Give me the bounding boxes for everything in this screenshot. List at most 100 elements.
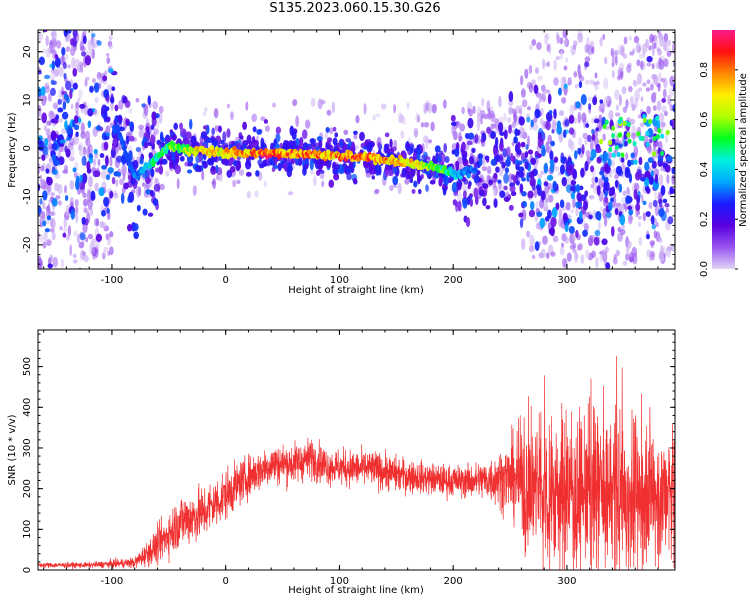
colorbar-gradient (712, 30, 735, 269)
spectrogram-cell (69, 145, 75, 158)
spectrogram-cell (411, 188, 416, 194)
spectrogram-x-tick-label: -100 (101, 275, 124, 286)
spectrogram-cell (628, 85, 633, 93)
spectrogram-cell (80, 107, 84, 114)
spectrogram-cell (427, 102, 433, 114)
spectrogram-cell (529, 234, 535, 247)
spectrogram-cell (640, 96, 644, 102)
spectrogram-cell (62, 232, 67, 238)
spectrogram-cell (91, 246, 98, 257)
spectrogram-cell (254, 190, 259, 198)
spectrogram-cell (201, 170, 205, 181)
spectrogram-cell (594, 72, 598, 79)
spectrogram-cell (44, 138, 49, 147)
snr-x-tick-label: -100 (101, 576, 124, 587)
spectrogram-cell (504, 167, 509, 174)
spectrogram-cell (242, 121, 247, 130)
spectrogram-cell (73, 124, 80, 131)
spectrogram-cell (444, 155, 450, 164)
spectrogram-cell (51, 154, 56, 162)
spectrogram-cell (528, 171, 535, 179)
spectrogram-cell (44, 74, 51, 80)
spectrogram-cell (530, 157, 536, 166)
spectrogram-cell (508, 91, 514, 102)
spectrogram-cell (658, 199, 663, 208)
spectrogram-cell (513, 136, 518, 144)
spectrogram-cell (587, 44, 593, 56)
spectrogram-cell (540, 190, 546, 201)
spectrogram-cell (324, 131, 329, 140)
spectrogram-cell (489, 110, 495, 119)
spectrogram-cell (627, 159, 632, 167)
snr-y-tick-label: 100 (22, 520, 33, 539)
spectrogram-cell (467, 183, 471, 190)
spectrogram-cell (562, 212, 568, 222)
spectrogram-cell (568, 114, 575, 124)
spectrogram-cell (38, 91, 42, 97)
spectrogram-cell (57, 200, 62, 206)
spectrogram-cell (112, 138, 118, 148)
spectrogram-cell (599, 193, 603, 199)
spectrogram-cell (597, 221, 601, 231)
spectrogram-cell (594, 229, 601, 237)
spectrogram-cell (555, 31, 559, 42)
spectrogram-cell (283, 157, 288, 162)
spectrogram-cell (564, 83, 568, 90)
spectrogram-cell (499, 131, 506, 136)
spectrogram-cell (671, 167, 675, 175)
spectrogram-cell (572, 196, 576, 209)
spectrogram-cell (42, 220, 47, 227)
spectrogram-cell (623, 36, 628, 45)
spectrogram-cell (179, 155, 185, 162)
spectrogram-cell (635, 203, 641, 212)
spectrogram-cell (552, 235, 559, 243)
spectrogram-ridge-cell (159, 151, 165, 157)
spectrogram-cell (466, 196, 471, 205)
spectrogram-cell (189, 118, 193, 130)
spectrogram-cell (637, 210, 641, 216)
spectrogram-x-tick-label: 200 (444, 275, 463, 286)
spectrogram-cell (359, 131, 365, 141)
spectrogram-cell (508, 124, 512, 134)
spectrogram-cell (336, 142, 340, 148)
spectrogram-cell (101, 251, 107, 260)
spectrogram-cell (150, 124, 155, 130)
spectrogram-cell (559, 50, 564, 60)
spectrogram-cell (584, 56, 591, 63)
spectrogram-cell (599, 99, 604, 104)
spectrogram-cell (494, 136, 499, 147)
spectrogram-cell (483, 113, 489, 120)
spectrogram-cell (142, 208, 148, 216)
spectrogram-cell (551, 129, 555, 134)
spectrogram-cell (158, 112, 163, 124)
spectrogram-cell (528, 64, 533, 75)
snr-plot-area (38, 330, 675, 570)
spectrogram-cell (617, 231, 621, 242)
snr-series-line (38, 355, 675, 570)
spectrogram-cell (63, 217, 67, 229)
spectrogram-cell (669, 104, 674, 112)
spectrogram-cell (546, 174, 554, 181)
spectrogram-cell (387, 169, 394, 177)
spectrogram-cell (518, 116, 525, 126)
spectrogram-cell (632, 80, 639, 87)
spectrogram-cell (579, 185, 584, 191)
spectrogram-cell (316, 169, 321, 176)
spectrogram-cell (271, 166, 276, 173)
spectrogram-cell (589, 140, 594, 152)
spectrogram-cell (458, 136, 463, 141)
spectrogram-cell (498, 122, 504, 133)
snr-y-tick-label: 300 (22, 438, 33, 457)
spectrogram-cell (570, 180, 577, 186)
spectrogram-cell (649, 33, 654, 44)
spectrogram-cell (67, 64, 72, 69)
spectrogram-cell (636, 59, 641, 67)
spectrogram-cell (232, 160, 238, 167)
spectrogram-cell (90, 190, 96, 202)
spectrogram-cell (400, 130, 405, 139)
spectrogram-cell (459, 123, 466, 132)
spectrogram-cell (380, 103, 387, 110)
spectrogram-cell (353, 130, 358, 135)
spectrogram-cell (581, 144, 585, 155)
spectrogram-cell (543, 162, 549, 174)
